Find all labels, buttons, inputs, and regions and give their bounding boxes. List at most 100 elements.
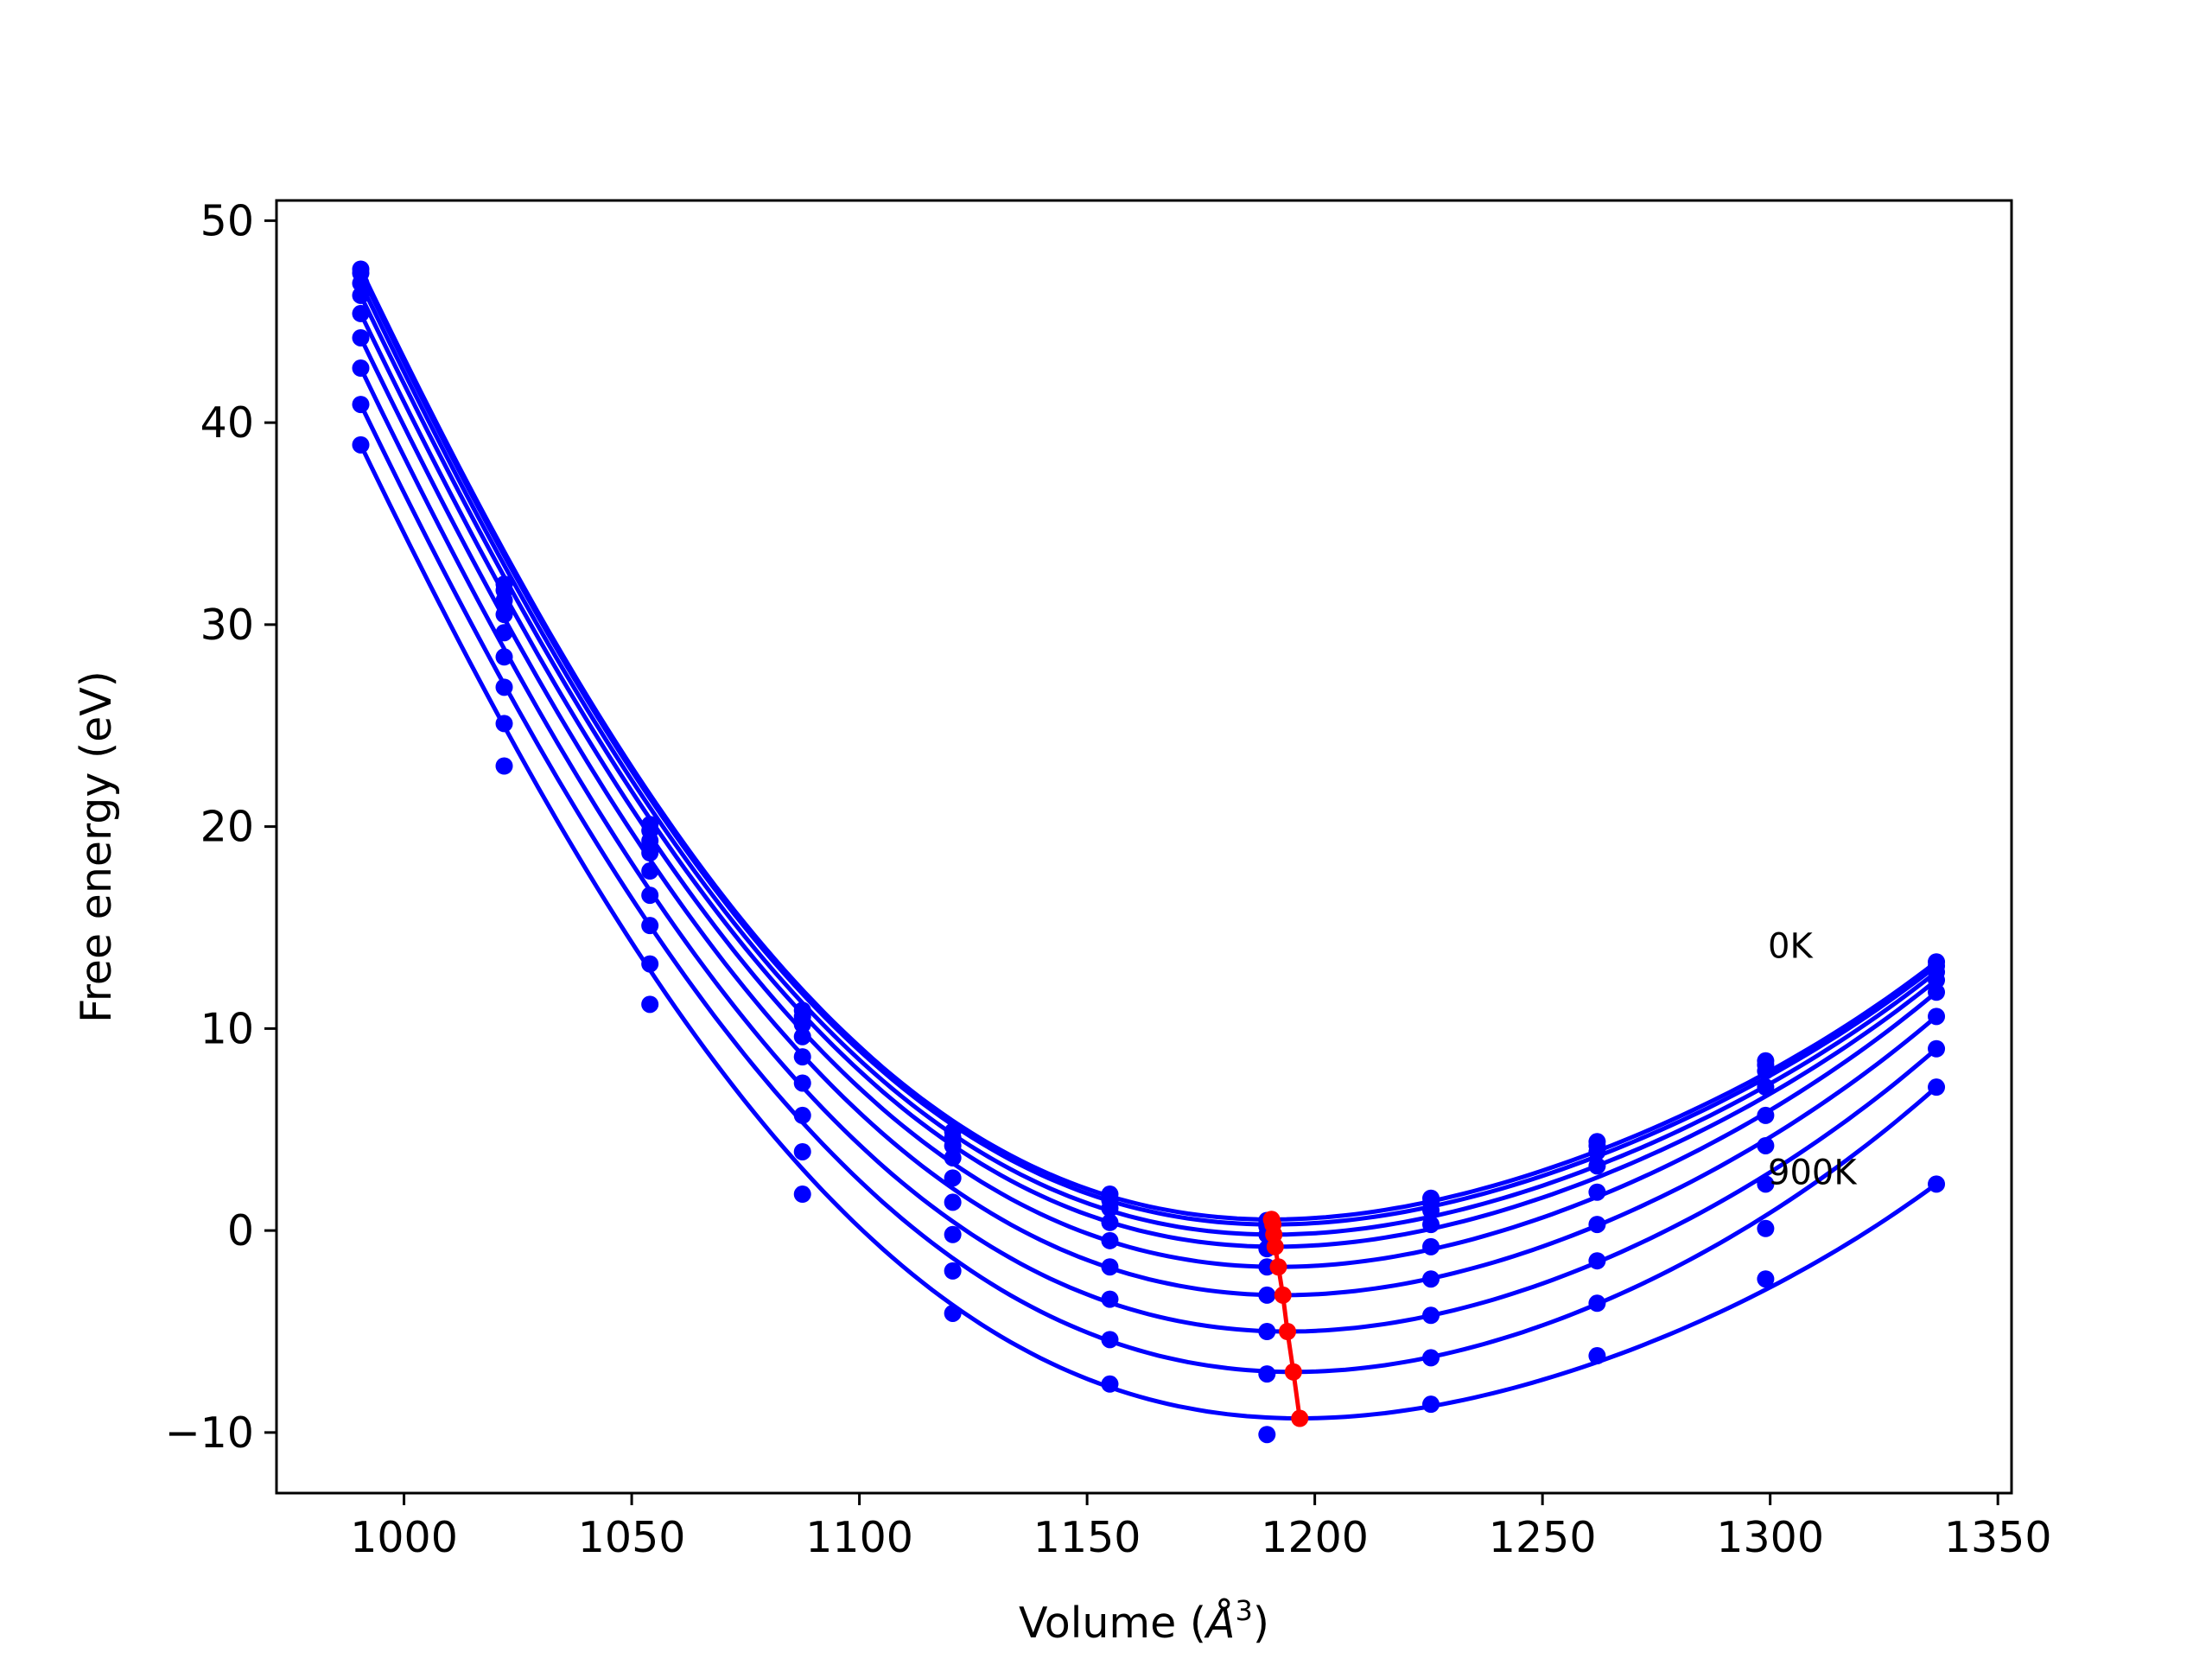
x-tick-label: 1050: [578, 1513, 686, 1562]
curve-annotation: 900K: [1768, 1153, 1858, 1192]
minimum-point: [1291, 1409, 1309, 1427]
data-point: [1258, 1365, 1276, 1383]
minimum-point: [1284, 1363, 1302, 1381]
data-point: [1101, 1375, 1119, 1393]
data-point: [944, 1169, 962, 1187]
data-point: [793, 1048, 811, 1066]
data-point: [641, 955, 659, 973]
x-axis-label-text: Volume (: [1019, 1599, 1206, 1648]
energy-curve-5: [359, 336, 1938, 1298]
curve-annotations: 0K 900K: [1768, 927, 1858, 1193]
data-point: [641, 831, 659, 849]
minimum-point: [1266, 1237, 1284, 1255]
minimum-point: [1274, 1286, 1292, 1304]
data-point: [495, 606, 513, 624]
energy-curve-1: [359, 272, 1938, 1227]
x-tick-label: 1350: [1944, 1513, 2052, 1562]
data-point: [1588, 1157, 1606, 1175]
data-point: [1588, 1347, 1606, 1365]
data-point: [352, 286, 370, 304]
x-axis-ticks: 1000 1050 1100 1150 1200 1250 1300 1350: [350, 1493, 2052, 1562]
data-point: [495, 678, 513, 696]
y-axis-ticks: −10 0 10 20 30 40 50: [165, 196, 276, 1458]
x-tick-label: 1150: [1033, 1513, 1141, 1562]
data-point: [793, 1142, 811, 1160]
y-tick-label: 30: [200, 601, 254, 650]
data-point: [944, 1262, 962, 1280]
data-point: [1928, 1007, 1946, 1026]
energy-curve-2: [359, 282, 1938, 1237]
data-point: [793, 1106, 811, 1124]
data-point: [1101, 1213, 1119, 1231]
data-point: [352, 396, 370, 414]
x-tick-label: 1100: [805, 1513, 913, 1562]
data-point: [1757, 1219, 1775, 1237]
y-tick-label: −10: [165, 1408, 254, 1458]
y-tick-label: 40: [200, 398, 254, 448]
energy-curve-3: [359, 294, 1938, 1249]
data-point: [1101, 1258, 1119, 1276]
energy-curve-4: [359, 312, 1938, 1269]
data-point: [1422, 1306, 1440, 1325]
curve-annotation: 0K: [1768, 927, 1814, 967]
x-axis-label-unit: Å: [1204, 1597, 1236, 1648]
x-axis-label: Volume (Å3): [1019, 1594, 1269, 1648]
data-point: [1101, 1199, 1119, 1217]
data-point: [1757, 1062, 1775, 1080]
data-point: [1928, 971, 1946, 989]
data-point: [1928, 983, 1946, 1001]
data-point: [352, 328, 370, 346]
data-point: [1422, 1395, 1440, 1414]
minima-curve: [1262, 1211, 1309, 1427]
energy-curve-7: [359, 404, 1938, 1375]
x-axis-label-exponent: 3: [1235, 1594, 1252, 1627]
minimum-point: [1279, 1323, 1297, 1340]
x-axis-label-close: ): [1253, 1599, 1269, 1648]
data-point: [1258, 1426, 1276, 1444]
data-point: [641, 862, 659, 880]
data-point: [1757, 1078, 1775, 1096]
y-tick-label: 10: [200, 1004, 254, 1053]
x-tick-label: 1200: [1261, 1513, 1369, 1562]
data-point: [944, 1148, 962, 1166]
data-point: [352, 359, 370, 378]
data-point: [944, 1136, 962, 1154]
data-point: [1588, 1294, 1606, 1313]
data-point: [793, 1185, 811, 1204]
data-point: [1757, 1175, 1775, 1193]
data-point: [1101, 1331, 1119, 1349]
x-tick-label: 1250: [1489, 1513, 1597, 1562]
data-point: [1588, 1252, 1606, 1270]
data-point: [793, 1074, 811, 1092]
y-tick-label: 0: [227, 1206, 254, 1255]
data-point: [793, 1015, 811, 1033]
data-points: [352, 260, 1946, 1444]
data-point: [1928, 1078, 1946, 1096]
data-point: [1422, 1349, 1440, 1367]
minimum-point: [1269, 1258, 1287, 1276]
energy-curve-8: [359, 443, 1938, 1421]
data-point: [641, 887, 659, 905]
data-point: [944, 1193, 962, 1211]
data-point: [495, 648, 513, 666]
data-point: [1588, 1142, 1606, 1160]
data-point: [641, 995, 659, 1014]
data-point: [352, 435, 370, 454]
data-point: [1928, 1175, 1946, 1193]
data-point: [1588, 1183, 1606, 1201]
energy-curve-6: [359, 366, 1938, 1334]
data-point: [793, 1027, 811, 1046]
data-point: [1757, 1106, 1775, 1124]
data-point: [1757, 1270, 1775, 1288]
data-point: [495, 624, 513, 642]
data-point: [641, 844, 659, 862]
data-point: [352, 274, 370, 292]
plot-frame: [275, 199, 2013, 1495]
data-point: [1757, 1136, 1775, 1154]
data-point: [1422, 1237, 1440, 1255]
energy-curves: [359, 268, 1938, 1421]
data-point: [1422, 1201, 1440, 1219]
data-point: [944, 1304, 962, 1322]
